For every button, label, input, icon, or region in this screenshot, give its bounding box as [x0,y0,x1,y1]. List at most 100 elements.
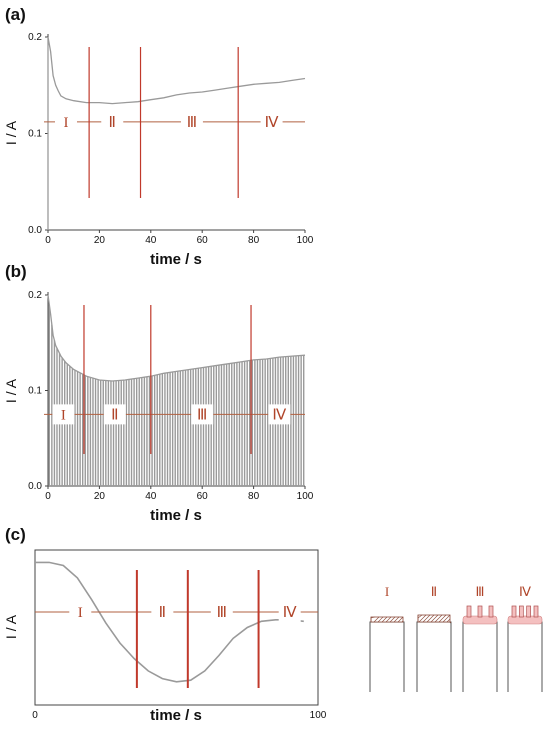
substrate-outline [507,621,543,692]
chart-panel-1: (a) 0 20 40 60 80 100 0.0 0.1 0.2 time / s I / A I Ⅱ Ⅲ… [3,5,314,268]
hatch-line [449,621,452,624]
y-tick-label: 0.1 [28,386,42,397]
region-label: Ⅲ [217,605,227,621]
x-tick-label: 20 [94,235,106,246]
hatch-line [442,614,451,623]
hatch-line [397,616,404,623]
x-tick-label: 60 [197,491,209,502]
x-tick-label: 80 [248,235,260,246]
pulse-bars [48,304,305,486]
series-line [35,561,304,683]
region-label: I [61,407,66,423]
y-tick-label: 0.2 [28,290,42,301]
schematic-stage-label: Ⅲ [476,584,485,599]
region-label-bg [180,111,203,132]
x-tick-label: 40 [145,235,157,246]
deposit-schematic: I Ⅱ Ⅲ Ⅳ [369,584,543,692]
region-label-bg [52,404,75,425]
y-axis-title: I / A [3,614,19,639]
hatch-line [389,616,396,623]
hatch-line [438,614,447,623]
schematic-stage-4: Ⅳ [507,584,543,692]
chart-panel-2: (b) 0 20 40 60 80 100 0.0 0.1 0.2 time / s I / A I Ⅱ Ⅲ… [3,262,314,524]
chart-panel-3: (c) 0 100 time / s I / A I Ⅱ Ⅲ Ⅳ [3,525,327,724]
substrate-outline [462,621,498,692]
region-label: Ⅳ [283,605,297,621]
x-axis-title: time / s [150,707,202,724]
panel-label: (a) [5,5,26,24]
x-tick-label: 20 [94,491,106,502]
hatch-line [430,614,439,623]
hatch-line [385,616,392,623]
x-tick-label: 100 [297,491,314,502]
substrate-outline [416,621,452,692]
hatch-line [377,616,384,623]
x-tick-label: 100 [310,710,327,721]
y-axis-title: I / A [3,378,19,403]
region-label-bg [278,602,301,622]
hatch-line [417,614,423,619]
region-label-bg [151,602,174,622]
hatch-line [422,614,431,623]
region-label-bg [54,111,77,132]
region-label: Ⅳ [265,115,279,131]
y-tick-label: 0.0 [28,225,42,236]
deposit-pillar [533,605,539,618]
schematic-stage-1: I [369,584,405,692]
schematic-stage-label: Ⅱ [431,584,437,599]
region-label-bg [69,602,92,622]
x-axis-title: time / s [150,507,202,524]
deposit-pillar [477,605,483,618]
region-label-bg [260,111,283,132]
x-tick-label: 0 [45,235,51,246]
region-label: I [78,605,83,621]
x-tick-label: 80 [248,491,260,502]
hatch-line [401,620,404,623]
y-tick-label: 0.0 [28,481,42,492]
x-tick-label: 60 [197,235,209,246]
y-tick-label: 0.2 [28,32,42,43]
hatch-line [381,616,388,623]
hatch-line [370,616,376,619]
schematic-stage-2: Ⅱ [416,584,452,692]
x-tick-label: 0 [45,491,51,502]
schematic-stage-label: Ⅳ [519,584,531,599]
region-label-bg [103,404,126,425]
x-axis-title: time / s [150,251,202,268]
region-label: I [63,115,68,131]
deposit-base [507,615,543,625]
region-label-bg [191,404,214,425]
panel-label: (c) [5,525,26,544]
hatch-line [446,618,451,623]
region-label: Ⅱ [159,605,166,621]
region-label: Ⅲ [187,115,197,131]
plot-frame [34,549,319,706]
series-line [47,36,306,230]
deposit-pillar [511,605,517,618]
region-label-bg [268,404,291,425]
hatch-line [418,614,427,623]
region-label: Ⅳ [272,407,286,423]
region-label: Ⅱ [109,115,116,131]
x-tick-label: 100 [297,235,314,246]
y-axis-title: I / A [3,120,19,145]
panel-label: (b) [5,262,27,281]
schematic-stage-3: Ⅲ [462,584,498,692]
region-label: Ⅱ [111,407,118,423]
schematic-stage-label: I [385,584,389,599]
region-label-bg [210,602,233,622]
hatch-line [434,614,443,623]
region-label-bg [101,111,124,132]
hatch-line [426,614,435,623]
deposit-pillar [526,605,532,618]
deposit-pillar [466,605,472,618]
x-tick-label: 40 [145,491,157,502]
deposit-pillar [488,605,494,618]
hatch-line [393,616,400,623]
deposit-pillar [518,605,524,618]
series-line [47,294,306,382]
hatch-line [373,616,380,623]
region-label: Ⅲ [197,407,207,423]
y-tick-label: 0.1 [28,129,42,140]
